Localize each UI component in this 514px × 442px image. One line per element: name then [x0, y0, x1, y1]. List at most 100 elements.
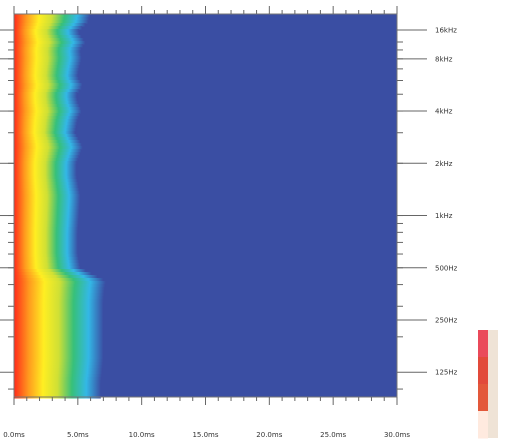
- heat-row: [14, 74, 78, 78]
- heat-row: [14, 95, 77, 99]
- y-axis: 125Hz 250Hz 500Hz 1kHz 2kHz 4kHz 8kHz 16kHz: [0, 27, 458, 390]
- heat-row: [14, 122, 77, 126]
- heat-row: [14, 206, 80, 210]
- heat-row: [14, 137, 79, 141]
- y-tick-label: 8kHz: [435, 55, 453, 63]
- heat-row: [14, 332, 104, 336]
- heat-row: [14, 140, 81, 144]
- heat-row: [14, 197, 81, 201]
- heat-row: [14, 362, 103, 366]
- heat-row: [14, 161, 77, 165]
- heat-row: [14, 176, 77, 180]
- heat-row: [14, 77, 79, 81]
- colorbar-segment: [478, 411, 488, 439]
- heat-row: [14, 128, 76, 132]
- heat-row: [14, 179, 78, 183]
- heat-row: [14, 347, 104, 351]
- heat-row: [14, 281, 106, 285]
- heat-row: [14, 188, 80, 192]
- heat-row: [14, 143, 82, 147]
- heat-row: [14, 326, 104, 330]
- heat-row: [14, 98, 78, 102]
- x-tick-label: 25.0ms: [320, 431, 346, 439]
- x-tick-label: 30.0ms: [384, 431, 410, 439]
- heat-row: [14, 278, 104, 282]
- heat-row: [14, 173, 77, 177]
- heat-row: [14, 353, 104, 357]
- heat-row: [14, 203, 80, 207]
- heat-row: [14, 341, 104, 345]
- heat-row: [14, 308, 104, 312]
- heat-row: [14, 158, 78, 162]
- heat-row: [14, 227, 79, 231]
- heat-row: [14, 71, 79, 75]
- heat-row: [14, 92, 78, 96]
- heat-row: [14, 365, 103, 369]
- heat-row: [14, 149, 82, 153]
- heat-row: [14, 155, 80, 159]
- heat-row: [14, 62, 81, 66]
- heat-row: [14, 284, 106, 288]
- heat-row: [14, 38, 84, 42]
- heat-row: [14, 329, 104, 333]
- heat-row: [14, 266, 81, 270]
- heat-row: [14, 35, 82, 39]
- heat-row: [14, 290, 105, 294]
- heat-row: [14, 287, 105, 291]
- heat-row: [14, 293, 104, 297]
- heat-row: [14, 134, 77, 138]
- heat-row: [14, 167, 77, 171]
- heat-row: [14, 26, 83, 30]
- heat-row: [14, 248, 78, 252]
- colorbar-segment: [478, 357, 488, 385]
- colorbar: [478, 330, 498, 439]
- heat-row: [14, 191, 80, 195]
- y-tick-label: 125Hz: [435, 369, 458, 377]
- heat-row: [14, 146, 83, 150]
- heat-row: [14, 116, 79, 120]
- heat-row: [14, 356, 104, 360]
- heat-row: [14, 245, 78, 249]
- heat-row: [14, 320, 104, 324]
- heat-row: [14, 368, 103, 372]
- heat-row: [14, 218, 79, 222]
- heat-row: [14, 53, 81, 57]
- heat-row: [14, 242, 78, 246]
- heat-row: [14, 272, 92, 276]
- heat-row: [14, 170, 77, 174]
- heat-row: [14, 221, 79, 225]
- heat-bands: [14, 14, 106, 399]
- heat-row: [14, 29, 79, 33]
- heat-row: [14, 56, 82, 60]
- heat-row: [14, 86, 82, 90]
- heat-row: [14, 101, 78, 105]
- heat-row: [14, 107, 81, 111]
- heat-row: [14, 254, 79, 258]
- heat-row: [14, 314, 104, 318]
- heat-row: [14, 371, 103, 375]
- heat-row: [14, 68, 79, 72]
- heat-row: [14, 299, 104, 303]
- heat-row: [14, 80, 81, 84]
- heat-row: [14, 209, 80, 213]
- heat-row: [14, 230, 78, 234]
- heat-row: [14, 296, 104, 300]
- heat-row: [14, 104, 80, 108]
- y-tick-label: 500Hz: [435, 264, 458, 272]
- y-tick-label: 1kHz: [435, 212, 453, 220]
- heat-row: [14, 383, 101, 387]
- heat-row: [14, 323, 104, 327]
- y-tick-label: 16kHz: [435, 27, 457, 35]
- heat-row: [14, 131, 76, 135]
- heat-row: [14, 50, 81, 54]
- heat-row: [14, 59, 82, 63]
- heat-row: [14, 269, 86, 273]
- heat-row: [14, 44, 84, 48]
- heat-row: [14, 251, 78, 255]
- heat-row: [14, 377, 102, 381]
- heat-row: [14, 386, 101, 390]
- heat-row: [14, 89, 80, 93]
- heat-row: [14, 212, 80, 216]
